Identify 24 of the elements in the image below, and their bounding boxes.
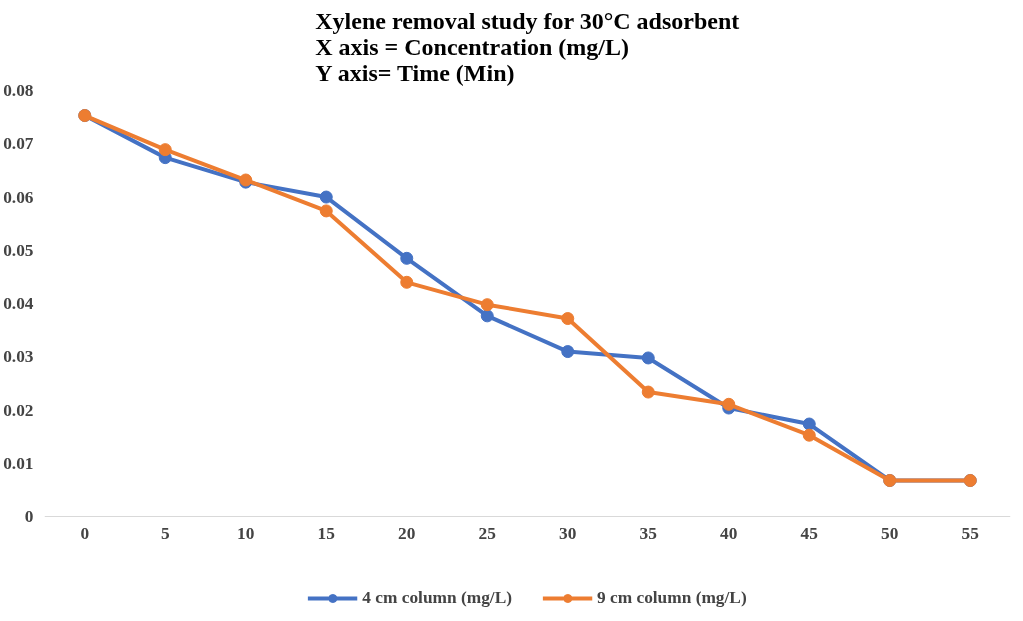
x-tick-label: 0	[80, 523, 90, 543]
y-tick-label: 0.04	[3, 294, 34, 314]
y-tick-label: 0.07	[3, 134, 34, 154]
chart-title: Xylene removal study for 30°C adsorbent X axis = Concentration (mg/L) Y axis= Time (Min)	[315, 7, 740, 86]
y-tick-label: 0.03	[3, 347, 34, 367]
x-tick-label: 5	[160, 523, 170, 543]
y-tick-label: 0.08	[3, 81, 34, 100]
y-tick-label: 0.01	[3, 453, 34, 473]
x-tick-label: 45	[800, 523, 819, 543]
x-tick-label: 15	[317, 523, 336, 543]
legend-label: 4 cm column (mg/L)	[362, 588, 512, 608]
x-tick-label: 10	[237, 523, 255, 543]
y-tick-label: 0.05	[3, 240, 34, 260]
x-tick-label: 50	[881, 523, 899, 543]
x-tick-label: 35	[639, 523, 658, 543]
y-tick-label: 0.02	[3, 400, 34, 420]
y-tick-label: 0.06	[3, 187, 34, 207]
x-tick-label: 40	[720, 523, 738, 543]
y-tick-label: 0	[24, 507, 34, 527]
legend-label: 9 cm column (mg/L)	[597, 588, 747, 608]
x-tick-label: 30	[559, 523, 577, 543]
x-tick-label: 25	[478, 523, 497, 543]
x-tick-label: 55	[961, 523, 980, 543]
x-tick-label: 20	[398, 523, 416, 543]
